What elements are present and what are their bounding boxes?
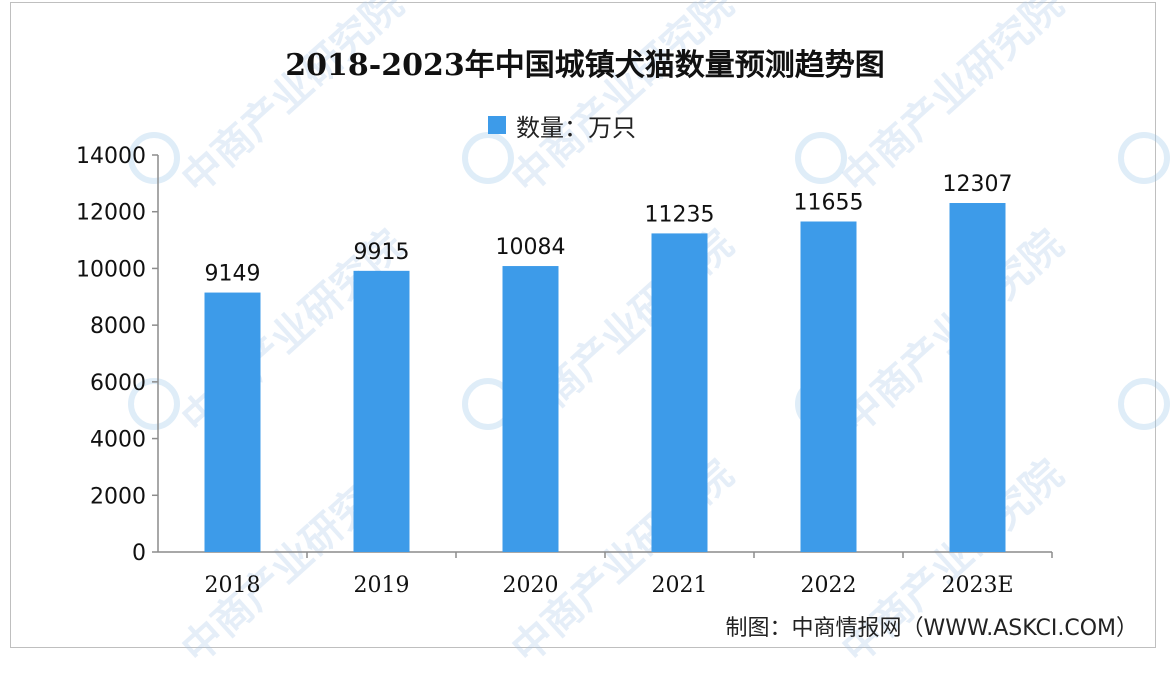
x-tick-label: 2021 — [652, 573, 708, 598]
data-label: 11655 — [794, 190, 864, 215]
y-tick-label: 10000 — [76, 257, 146, 282]
bar-2020 — [502, 266, 559, 552]
x-tick-label: 2018 — [205, 573, 261, 598]
x-tick-label: 2023E — [941, 573, 1013, 598]
x-tick-label: 2019 — [354, 573, 410, 598]
data-label: 11235 — [645, 202, 715, 227]
data-label: 9149 — [205, 262, 261, 287]
y-tick-label: 8000 — [90, 314, 146, 339]
bar-2021 — [651, 233, 708, 552]
legend: 数量：万只 — [488, 108, 636, 142]
y-tick-label: 2000 — [90, 484, 146, 509]
data-label: 10084 — [496, 235, 566, 260]
bar-2023E — [949, 203, 1006, 552]
y-tick-label: 12000 — [76, 201, 146, 226]
y-tick-label: 14000 — [76, 144, 146, 169]
y-tick-label: 4000 — [90, 428, 146, 453]
source-credit: 制图：中商情报网（WWW.ASKCI.COM） — [725, 616, 1138, 641]
data-label: 12307 — [943, 172, 1013, 197]
bar-2018 — [204, 292, 261, 552]
x-tick-label: 2022 — [801, 573, 857, 598]
chart-title: 2018-2023年中国城镇犬猫数量预测趋势图 — [285, 48, 885, 83]
y-tick-label: 6000 — [90, 371, 146, 396]
bar-2022 — [800, 221, 857, 552]
data-label: 9915 — [354, 240, 410, 265]
legend-swatch — [488, 116, 506, 134]
y-tick-label: 0 — [132, 541, 146, 566]
legend-label: 数量：万只 — [516, 113, 636, 142]
x-tick-label: 2020 — [503, 573, 559, 598]
bar-2019 — [353, 270, 410, 552]
bar-chart: 0 2000 4000 6000 8000 10000 12000 14000 9149 2018… — [76, 144, 1053, 598]
